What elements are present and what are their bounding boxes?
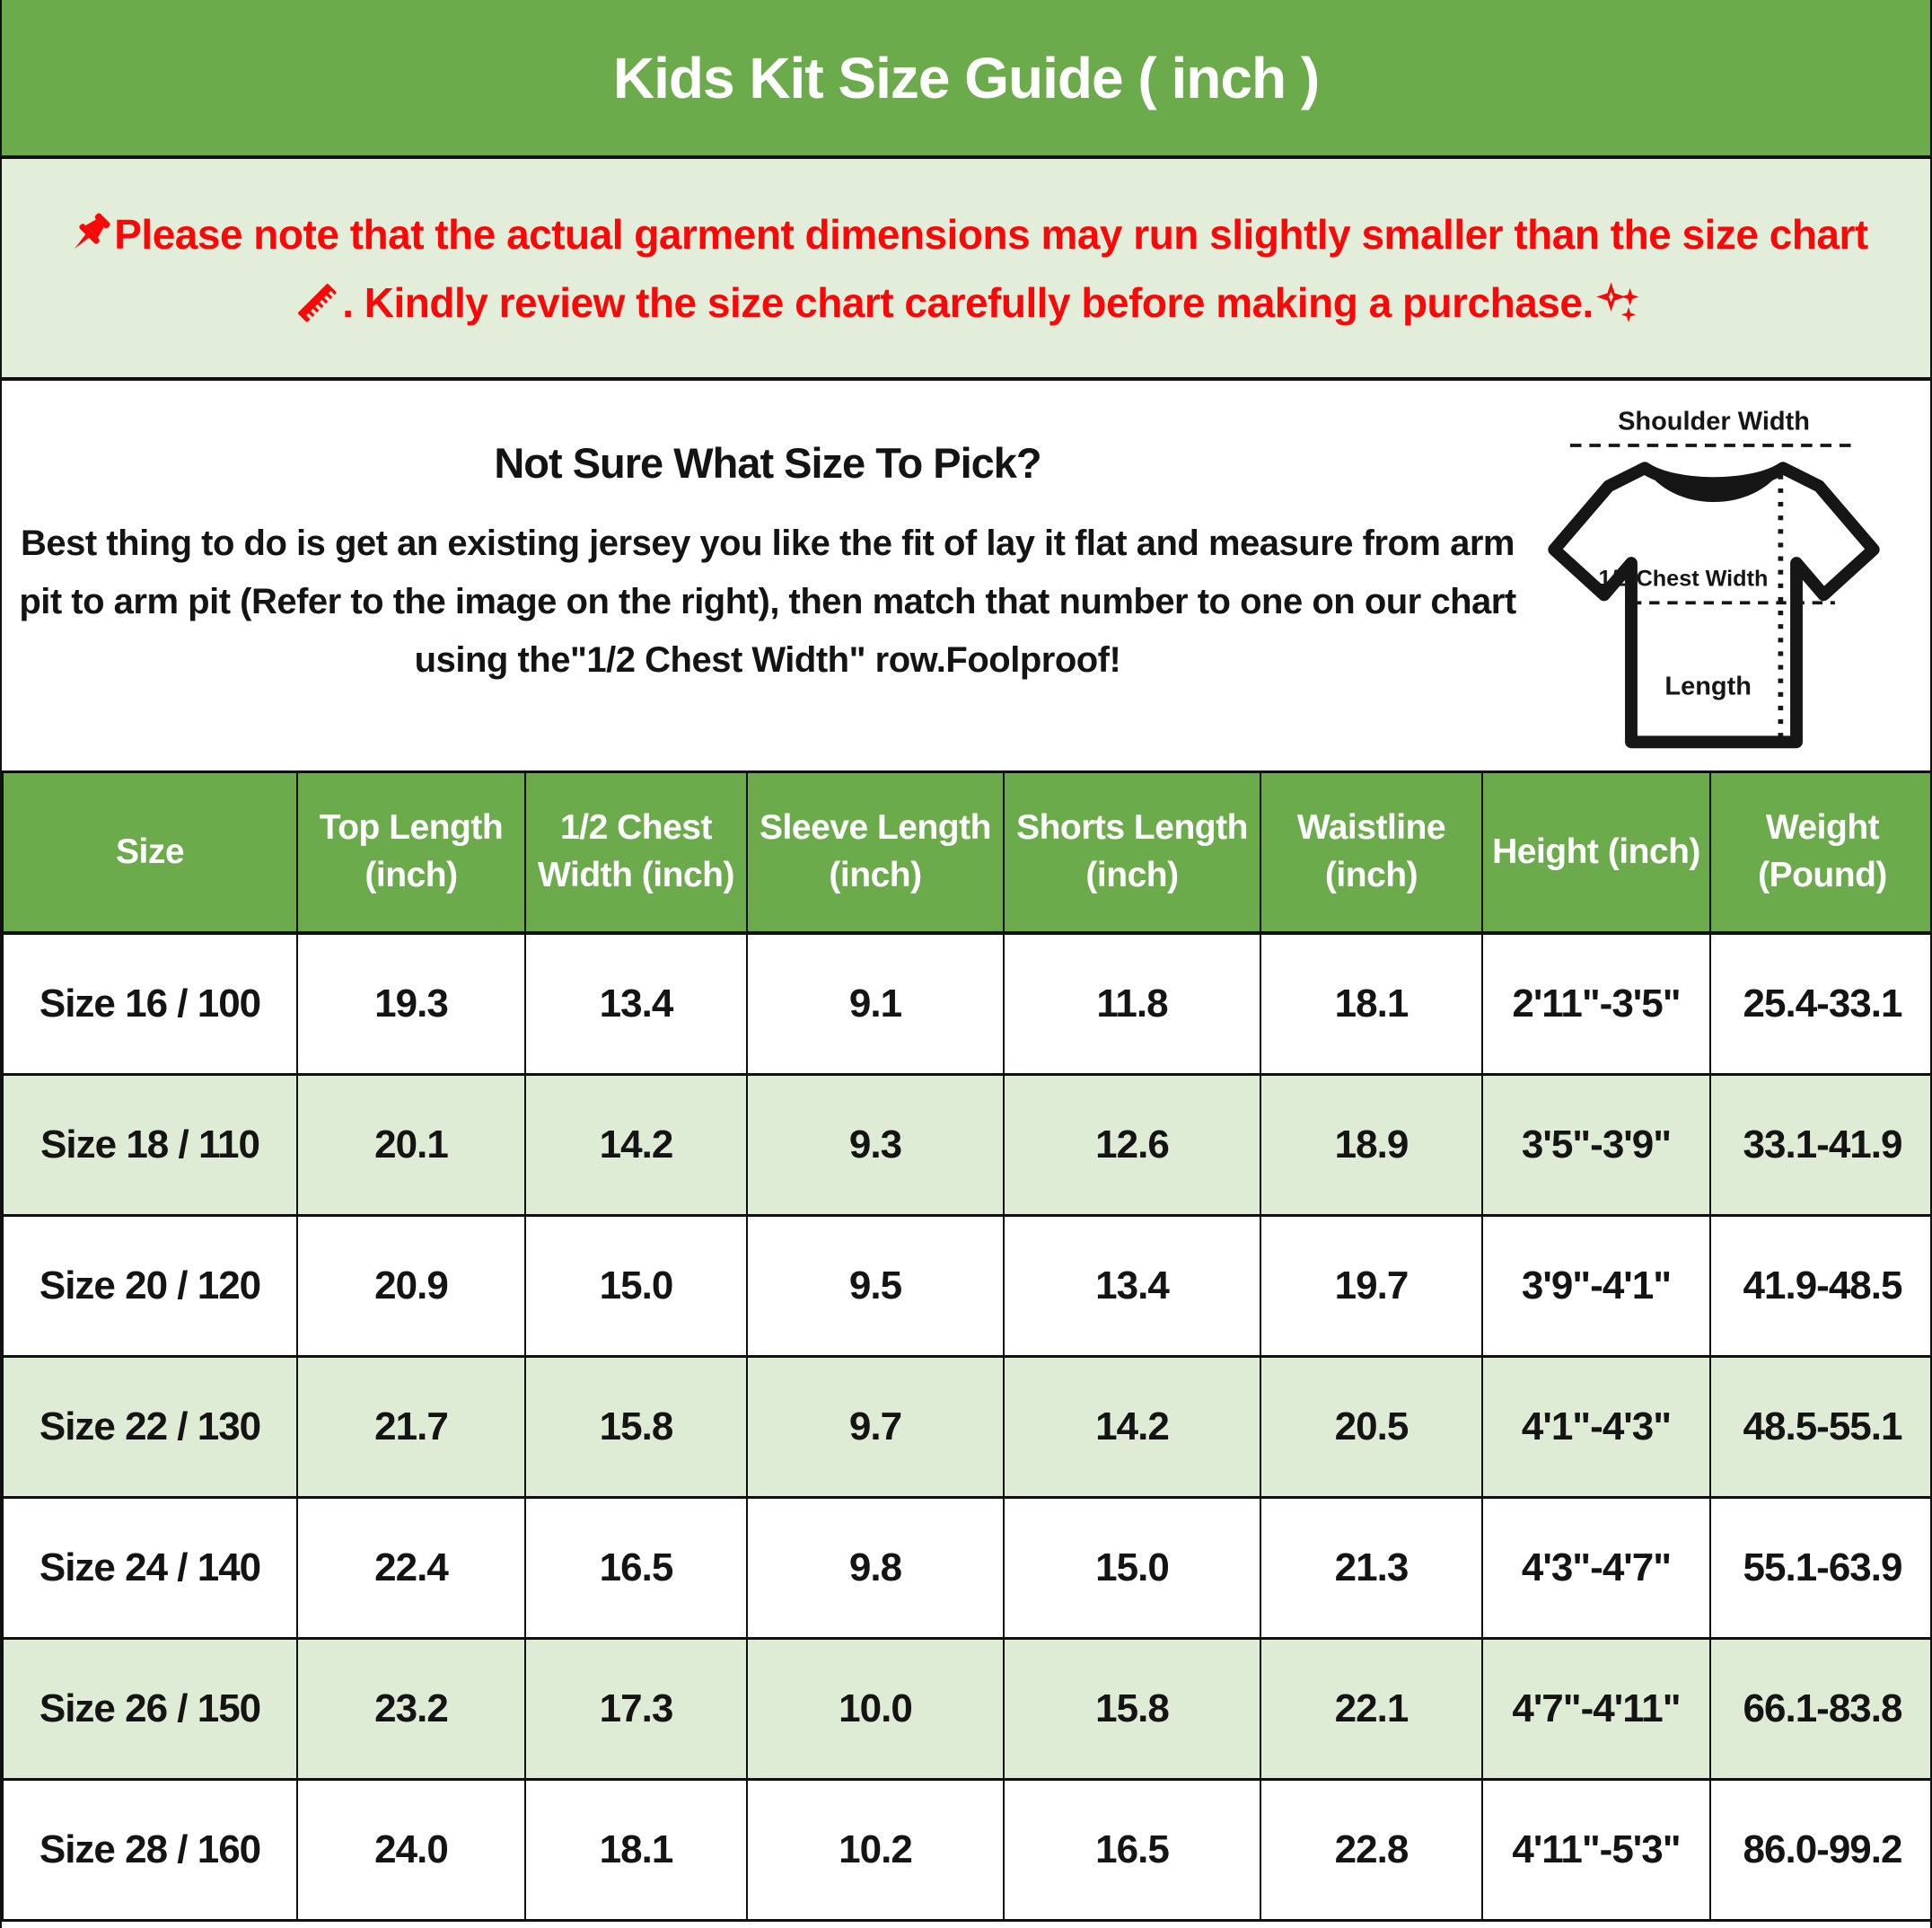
- table-cell: 19.3: [296, 931, 526, 1076]
- table-cell: 13.4: [524, 931, 748, 1076]
- notice-section: Please note that the actual garment dime…: [2, 159, 1930, 381]
- table-cell: 86.0-99.2: [1709, 1778, 1930, 1922]
- notice-line-2: . Kindly review the size chart carefully…: [292, 277, 1640, 328]
- tshirt-outline: [1548, 462, 1880, 749]
- notice-line-1: Please note that the actual garment dime…: [64, 209, 1868, 260]
- column-header-shorts-length: Shorts Length (inch): [1003, 770, 1261, 935]
- table-cell: 48.5-55.1: [1709, 1355, 1930, 1499]
- table-cell: 33.1-41.9: [1709, 1073, 1930, 1217]
- column-header-height: Height (inch): [1481, 770, 1711, 935]
- tshirt-measure-diagram: Shoulder Width 1/2 Chest Width Length: [1521, 404, 1907, 770]
- column-header-size: Size: [2, 770, 298, 935]
- table-cell: Size 28 / 160: [2, 1778, 298, 1922]
- column-header-waistline: Waistline (inch): [1260, 770, 1483, 935]
- table-cell: Size 20 / 120: [2, 1214, 298, 1358]
- table-cell: 15.0: [1003, 1496, 1261, 1640]
- shoulder-width-label: Shoulder Width: [1618, 407, 1810, 436]
- sparkles-icon: [1594, 279, 1640, 326]
- table-cell: 22.4: [296, 1496, 526, 1640]
- table-cell: 2'11"-3'5": [1481, 931, 1711, 1076]
- table-cell: 3'5"-3'9": [1481, 1073, 1711, 1217]
- table-cell: 55.1-63.9: [1709, 1496, 1930, 1640]
- table-cell: 18.1: [1260, 931, 1483, 1076]
- size-table-body: Size 16 / 100 19.3 13.4 9.1 11.8 18.1 2'11"-3'…: [2, 931, 1930, 1922]
- help-heading: Not Sure What Size To Pick?: [494, 439, 1041, 487]
- column-header-top-length: Top Length (inch): [296, 770, 526, 935]
- title-banner: Kids Kit Size Guide ( inch ): [2, 0, 1930, 159]
- column-header-half-chest: 1/2 Chest Width (inch): [524, 770, 748, 935]
- table-cell: 14.2: [1003, 1355, 1261, 1499]
- table-cell: 15.0: [524, 1214, 748, 1358]
- tshirt-collar: [1645, 468, 1783, 503]
- table-cell: 15.8: [1003, 1637, 1261, 1781]
- table-cell: 17.3: [524, 1637, 748, 1781]
- ruler-icon: [292, 277, 342, 328]
- help-text: Not Sure What Size To Pick? Best thing t…: [14, 404, 1521, 770]
- table-cell: 4'1"-4'3": [1481, 1355, 1711, 1499]
- table-cell: 20.9: [296, 1214, 526, 1358]
- table-cell: 9.5: [746, 1214, 1005, 1358]
- table-cell: 9.3: [746, 1073, 1005, 1217]
- table-cell: 14.2: [524, 1073, 748, 1217]
- table-cell: 19.7: [1260, 1214, 1483, 1358]
- size-table-header-row: Size Top Length (inch) 1/2 Chest Width (…: [2, 770, 1930, 935]
- help-body-line-1: Best thing to do is get an existing jers…: [21, 524, 1515, 563]
- table-cell: 10.0: [746, 1637, 1005, 1781]
- table-cell: 15.8: [524, 1355, 748, 1499]
- help-body-line-2: pit to arm pit (Refer to the image on th…: [19, 581, 1516, 621]
- notice-text-1: Please note that the actual garment dime…: [114, 210, 1868, 258]
- table-cell: 41.9-48.5: [1709, 1214, 1930, 1358]
- table-row: Size 20 / 120 20.9 15.0 9.5 13.4 19.7 3'9"-4'1…: [2, 1214, 1930, 1358]
- table-cell: Size 22 / 130: [2, 1355, 298, 1499]
- table-cell: 16.5: [524, 1496, 748, 1640]
- table-cell: 16.5: [1003, 1778, 1261, 1922]
- table-cell: 18.1: [524, 1778, 748, 1922]
- table-cell: 9.7: [746, 1355, 1005, 1499]
- table-row: Size 26 / 150 23.2 17.3 10.0 15.8 22.1 4'7"-4'…: [2, 1637, 1930, 1781]
- tshirt-diagram-svg: Shoulder Width 1/2 Chest Width Length: [1548, 407, 1880, 749]
- column-header-weight: Weight (Pound): [1709, 770, 1930, 935]
- table-cell: 22.1: [1260, 1637, 1483, 1781]
- table-row: Size 28 / 160 24.0 18.1 10.2 16.5 22.8 4'11"-5…: [2, 1778, 1930, 1922]
- table-cell: 4'3"-4'7": [1481, 1496, 1711, 1640]
- table-row: Size 18 / 110 20.1 14.2 9.3 12.6 18.9 3'5"-3'9…: [2, 1073, 1930, 1217]
- table-cell: 23.2: [296, 1637, 526, 1781]
- pushpin-icon: [64, 209, 114, 260]
- table-cell: Size 18 / 110: [2, 1073, 298, 1217]
- table-cell: 21.7: [296, 1355, 526, 1499]
- table-row: Size 22 / 130 21.7 15.8 9.7 14.2 20.5 4'1"-4'3…: [2, 1355, 1930, 1499]
- length-label: Length: [1664, 672, 1752, 700]
- table-cell: 22.8: [1260, 1778, 1483, 1922]
- column-header-sleeve-length: Sleeve Length (inch): [746, 770, 1005, 935]
- table-cell: 18.9: [1260, 1073, 1483, 1217]
- half-chest-width-label: 1/2 Chest Width: [1599, 566, 1769, 591]
- table-cell: Size 16 / 100: [2, 931, 298, 1076]
- table-cell: 66.1-83.8: [1709, 1637, 1930, 1781]
- notice-text-2: . Kindly review the size chart carefully…: [342, 278, 1594, 326]
- table-cell: 12.6: [1003, 1073, 1261, 1217]
- table-cell: 9.8: [746, 1496, 1005, 1640]
- table-cell: Size 24 / 140: [2, 1496, 298, 1640]
- table-cell: 11.8: [1003, 931, 1261, 1076]
- table-cell: 25.4-33.1: [1709, 931, 1930, 1076]
- table-row: Size 16 / 100 19.3 13.4 9.1 11.8 18.1 2'11"-3'…: [2, 931, 1930, 1076]
- help-body-line-3: using the"1/2 Chest Width" row.Foolproof…: [414, 639, 1121, 680]
- help-section: Not Sure What Size To Pick? Best thing t…: [2, 381, 1930, 770]
- table-cell: Size 26 / 150: [2, 1637, 298, 1781]
- table-cell: 4'11"-5'3": [1481, 1778, 1711, 1922]
- table-cell: 10.2: [746, 1778, 1005, 1922]
- table-row: Size 24 / 140 22.4 16.5 9.8 15.0 21.3 4'3"-4'7…: [2, 1496, 1930, 1640]
- table-cell: 20.5: [1260, 1355, 1483, 1499]
- table-cell: 20.1: [296, 1073, 526, 1217]
- table-cell: 21.3: [1260, 1496, 1483, 1640]
- size-table: Size Top Length (inch) 1/2 Chest Width (…: [2, 770, 1930, 1922]
- table-cell: 24.0: [296, 1778, 526, 1922]
- table-cell: 3'9"-4'1": [1481, 1214, 1711, 1358]
- table-cell: 9.1: [746, 931, 1005, 1076]
- table-cell: 13.4: [1003, 1214, 1261, 1358]
- page-title: Kids Kit Size Guide ( inch ): [612, 45, 1320, 110]
- table-cell: 4'7"-4'11": [1481, 1637, 1711, 1781]
